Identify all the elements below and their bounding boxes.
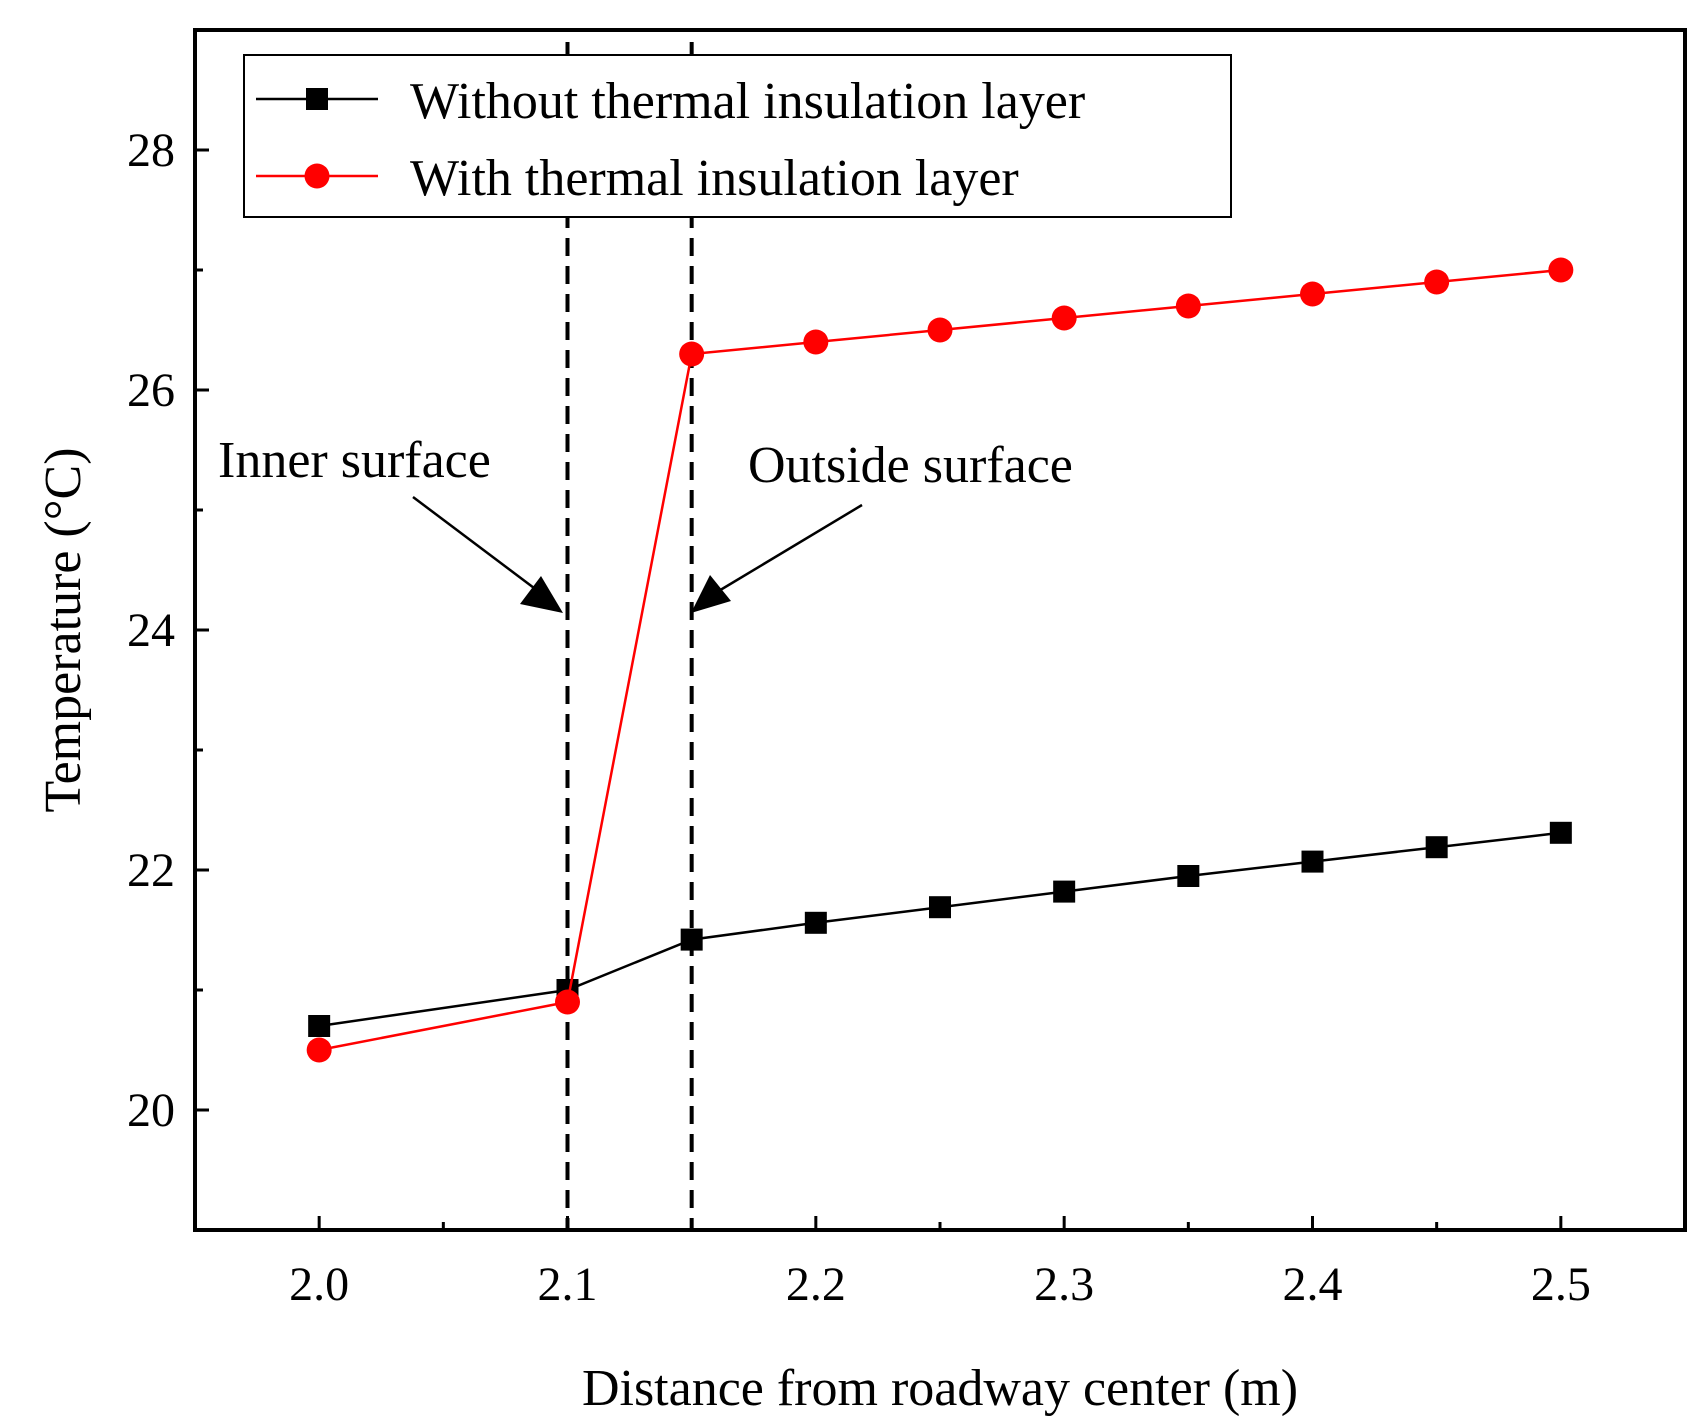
annotation-inner-surface-label: Inner surface [218, 432, 491, 489]
data-point-with [555, 989, 580, 1015]
data-point-with [803, 329, 829, 355]
data-point-without [308, 1015, 331, 1037]
data-point-with [1548, 257, 1574, 283]
data-point-with [679, 341, 705, 367]
y-tick-label: 20 [127, 1084, 175, 1137]
annotation-inner-surface: Inner surface [218, 432, 563, 613]
data-point-without [1177, 865, 1200, 887]
x-axis-title: Distance from roadway center (m) [582, 1360, 1298, 1417]
data-point-without [1549, 821, 1572, 844]
legend-label-without: Without thermal insulation layer [410, 73, 1085, 130]
data-point-with [1300, 281, 1325, 307]
data-point-without [1301, 850, 1324, 873]
x-axis: 2.0 2.1 2.2 2.3 2.4 2.5 [289, 1216, 1591, 1311]
annotation-outside-surface-label: Outside surface [748, 437, 1073, 494]
data-point-without [1425, 836, 1448, 859]
data-point-with [1175, 293, 1201, 319]
legend: Without thermal insulation layer With th… [243, 54, 1232, 218]
y-tick-label: 22 [127, 844, 175, 897]
data-point-with [1051, 305, 1077, 331]
annotation-outside-surface: Outside surface [691, 437, 1073, 613]
legend-box [243, 54, 1232, 218]
x-tick-label: 2.1 [538, 1258, 598, 1311]
x-tick-label: 2.3 [1034, 1258, 1094, 1311]
x-tick-label: 2.4 [1283, 1258, 1343, 1311]
legend-marker-with [304, 163, 330, 189]
legend-marker-without [306, 88, 328, 110]
x-tick-label: 2.5 [1531, 1258, 1591, 1311]
series-line-with [318, 268, 1561, 1052]
data-point-without [804, 911, 827, 934]
data-point-with [306, 1037, 332, 1063]
annotation-inner-surface-arrowhead [520, 576, 563, 613]
y-tick-label: 26 [127, 364, 175, 417]
series-line-without [318, 831, 1561, 1028]
annotation-inner-surface-arrow-shaft [412, 496, 539, 592]
reference-lines [565, 42, 694, 1230]
x-tick-label: 2.2 [786, 1258, 846, 1311]
legend-label-with: With thermal insulation layer [410, 150, 1019, 207]
data-point-without [680, 928, 703, 951]
y-tick-label: 28 [127, 124, 175, 177]
annotation-outside-surface-arrowhead [691, 575, 731, 613]
y-axis-title: Temperature (°C) [35, 447, 92, 812]
x-tick-label: 2.0 [289, 1258, 349, 1311]
annotation-outside-surface-arrow-shaft [716, 503, 863, 594]
data-point-without [1053, 880, 1076, 903]
data-point-with [927, 317, 953, 343]
data-point-without [929, 896, 951, 919]
data-point-with [1424, 269, 1450, 295]
series-layer [306, 257, 1574, 1063]
y-axis: 20 22 24 26 28 [127, 28, 209, 1232]
y-tick-label: 24 [127, 604, 175, 657]
